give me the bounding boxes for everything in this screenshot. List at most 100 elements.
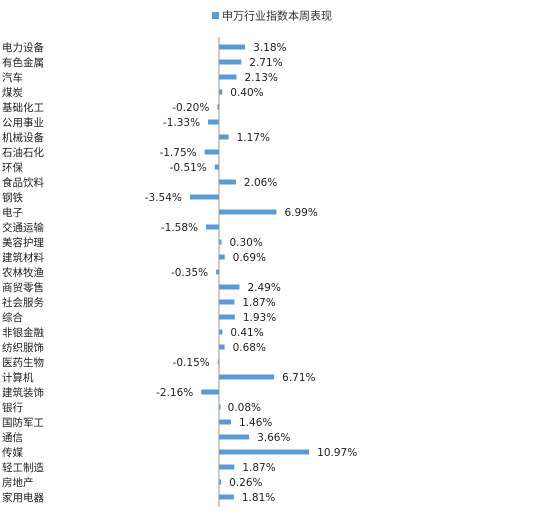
value-label: -0.51%: [170, 162, 207, 174]
category-label: 建筑材料: [2, 251, 44, 264]
bar: [219, 329, 223, 335]
value-label: 1.87%: [242, 462, 275, 474]
category-label: 基础化工: [2, 101, 44, 114]
bar: [217, 104, 219, 110]
category-label: 轻工制造: [2, 461, 44, 474]
category-label: 交通运输: [2, 221, 44, 234]
category-label: 非银金融: [2, 326, 44, 339]
value-label: 0.40%: [230, 87, 263, 99]
value-label: 2.71%: [249, 57, 282, 69]
bar: [219, 434, 250, 440]
category-label: 商贸零售: [2, 281, 44, 294]
bar: [219, 344, 225, 350]
bar: [219, 239, 222, 245]
value-label: 2.13%: [245, 72, 278, 84]
value-label: 1.93%: [243, 312, 276, 324]
category-label: 家用电器: [2, 491, 44, 504]
category-label: 煤炭: [2, 86, 23, 99]
value-label: -1.58%: [161, 222, 198, 234]
category-labels: 电力设备有色金属汽车煤炭基础化工公用事业机械设备石油石化环保食品饮料钢铁电子交通…: [2, 41, 44, 504]
value-label: 1.46%: [239, 417, 272, 429]
category-label: 美容护理: [2, 236, 44, 249]
category-label: 有色金属: [2, 56, 44, 69]
category-label: 社会服务: [2, 296, 44, 309]
bar: [219, 464, 235, 470]
value-label: 6.71%: [282, 372, 315, 384]
bar: [219, 89, 223, 95]
legend-swatch: [212, 12, 219, 19]
category-label: 环保: [2, 161, 23, 174]
category-label: 石油石化: [2, 146, 44, 159]
category-label: 计算机: [2, 371, 34, 384]
bar: [219, 59, 242, 65]
value-labels: 3.18% 2.71% 2.13% 0.40% -0.20% -1.33% 1.17% -1.…: [145, 42, 357, 504]
bar: [208, 119, 219, 125]
category-label: 医药生物: [2, 356, 44, 369]
bar: [219, 299, 235, 305]
value-label: 1.17%: [237, 132, 270, 144]
category-label: 机械设备: [2, 131, 44, 144]
category-label: 房地产: [2, 476, 34, 489]
value-label: 0.08%: [228, 402, 261, 414]
category-label: 食品饮料: [2, 176, 44, 189]
bar: [219, 284, 240, 290]
value-label: -0.35%: [171, 267, 208, 279]
category-label: 通信: [2, 432, 23, 444]
bar: [219, 254, 225, 260]
bar: [214, 164, 219, 170]
category-label: 传媒: [2, 446, 23, 459]
value-label: -1.33%: [163, 117, 200, 129]
bar: [219, 209, 277, 215]
bar: [219, 419, 232, 425]
value-label: -3.54%: [145, 192, 182, 204]
legend-label: 申万行业指数本周表现: [222, 9, 332, 23]
value-label: -1.75%: [159, 147, 196, 159]
bar: [219, 479, 222, 485]
bar: [219, 74, 237, 80]
value-label: 2.06%: [244, 177, 277, 189]
bar: [219, 134, 229, 140]
value-label: 6.99%: [284, 207, 317, 219]
value-label: 3.66%: [257, 432, 290, 444]
bar: [219, 179, 236, 185]
category-label: 国防军工: [2, 416, 44, 429]
category-label: 电力设备: [2, 41, 44, 54]
value-label: 0.69%: [233, 252, 266, 264]
bar: [204, 149, 219, 155]
value-label: -0.20%: [172, 102, 209, 114]
value-label: 0.41%: [230, 327, 263, 339]
value-label: 1.81%: [242, 492, 275, 504]
category-label: 电子: [2, 206, 23, 219]
bars: [189, 44, 310, 500]
category-label: 公用事业: [2, 116, 44, 129]
value-label: 0.26%: [229, 477, 262, 489]
bar: [206, 224, 219, 230]
value-label: -0.15%: [173, 357, 210, 369]
value-label: 1.87%: [242, 297, 275, 309]
category-label: 汽车: [2, 71, 23, 84]
category-label: 银行: [2, 401, 23, 414]
category-label: 农林牧渔: [2, 266, 44, 279]
category-label: 建筑装饰: [2, 386, 44, 399]
bar: [219, 449, 310, 455]
bar: [216, 269, 219, 275]
value-label: 2.49%: [247, 282, 280, 294]
bar: [219, 374, 275, 380]
value-label: -2.16%: [156, 387, 193, 399]
category-label: 纺织服饰: [2, 341, 44, 354]
bar: [219, 494, 234, 500]
category-label: 钢铁: [2, 191, 23, 204]
category-label: 综合: [2, 311, 23, 324]
bar: [219, 314, 235, 320]
value-label: 0.68%: [233, 342, 266, 354]
value-label: 0.30%: [229, 237, 262, 249]
value-label: 3.18%: [253, 42, 286, 54]
value-label: 10.97%: [317, 447, 357, 459]
bar: [189, 194, 219, 200]
bar: [219, 404, 221, 410]
bar: [201, 389, 219, 395]
legend: 申万行业指数本周表现: [212, 9, 332, 23]
bar: [219, 44, 246, 50]
